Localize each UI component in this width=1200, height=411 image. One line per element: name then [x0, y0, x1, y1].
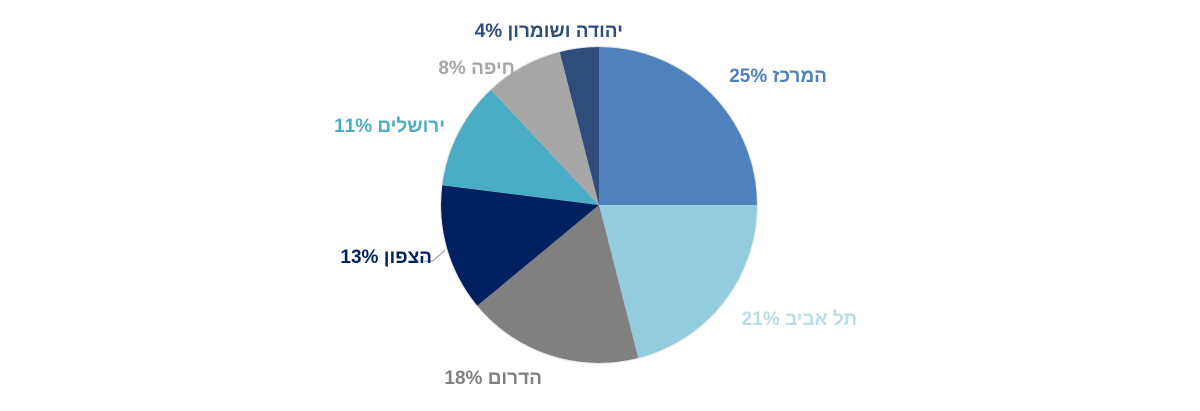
- label-south: הדרום 18%: [444, 368, 542, 389]
- label-north: הצפון 13%: [340, 247, 432, 268]
- pie-slice-north: [441, 185, 599, 306]
- label-jerusalem: ירושלים 11%: [334, 116, 445, 137]
- pie-slice-south: [477, 205, 639, 364]
- label-center: המרכז 25%: [729, 66, 827, 87]
- label-judea-samaria: יהודה ושומרון 4%: [475, 21, 623, 42]
- leader-line-north: [424, 249, 446, 262]
- label-tel-aviv: תל אביב 21%: [742, 309, 857, 330]
- pie-slice-haifa: [490, 51, 599, 206]
- pie-outline: [440, 46, 758, 364]
- pie-slice-jerusalem: [442, 89, 599, 205]
- pie-slice-judea-samaria: [559, 47, 599, 205]
- pie-slice-center: [599, 47, 757, 205]
- slice-labels: המרכז 25% תל אביב 21% הדרום 18% הצפון 13…: [334, 21, 857, 389]
- pie-slice-tel-aviv: [599, 205, 758, 359]
- label-haifa: חיפה 8%: [438, 58, 515, 79]
- pie-slices: [440, 46, 758, 364]
